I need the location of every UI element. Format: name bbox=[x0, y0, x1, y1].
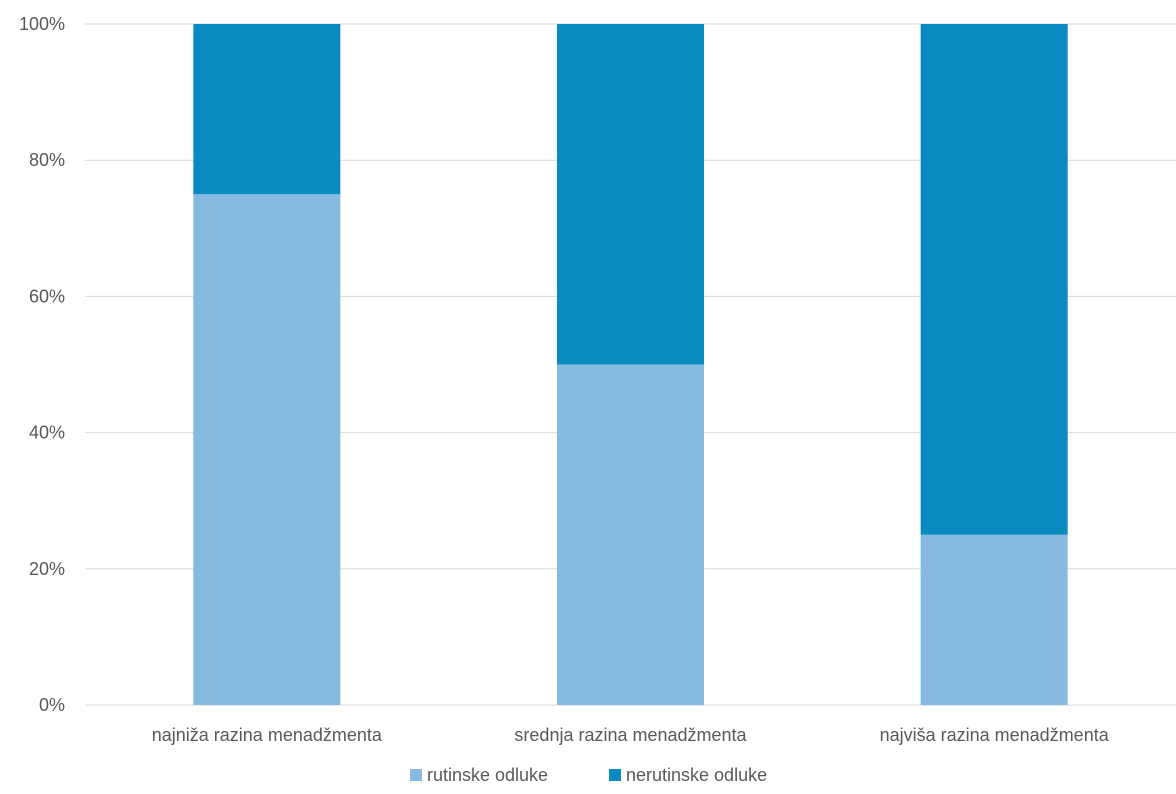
legend-label-rutinske: rutinske odluke bbox=[427, 765, 548, 785]
x-category-label: najviša razina menadžmenta bbox=[880, 725, 1110, 745]
x-axis-labels: najniža razina menadžmenta srednja razina… bbox=[152, 725, 1110, 745]
legend: rutinske odluke nerutinske odluke bbox=[410, 765, 767, 785]
y-tick-label: 0% bbox=[39, 695, 65, 715]
bar-rutinske-0 bbox=[193, 194, 341, 705]
x-category-label: srednja razina menadžmenta bbox=[514, 725, 747, 745]
bar-nerutinske-1 bbox=[557, 24, 704, 365]
y-tick-label: 20% bbox=[29, 559, 65, 579]
y-tick-label: 60% bbox=[29, 286, 65, 306]
legend-label-nerutinske: nerutinske odluke bbox=[626, 765, 767, 785]
y-axis-ticks: 0% 20% 40% 60% 80% 100% bbox=[19, 14, 65, 715]
bars bbox=[193, 24, 1068, 705]
bar-nerutinske-0 bbox=[193, 24, 341, 195]
x-category-label: najniža razina menadžmenta bbox=[152, 725, 383, 745]
y-tick-label: 80% bbox=[29, 150, 65, 170]
legend-swatch-nerutinske bbox=[609, 769, 621, 781]
legend-swatch-rutinske bbox=[410, 769, 422, 781]
y-tick-label: 100% bbox=[19, 14, 65, 34]
bar-rutinske-2 bbox=[920, 534, 1068, 705]
y-tick-label: 40% bbox=[29, 423, 65, 443]
bar-rutinske-1 bbox=[557, 364, 704, 705]
bar-nerutinske-2 bbox=[920, 24, 1068, 535]
